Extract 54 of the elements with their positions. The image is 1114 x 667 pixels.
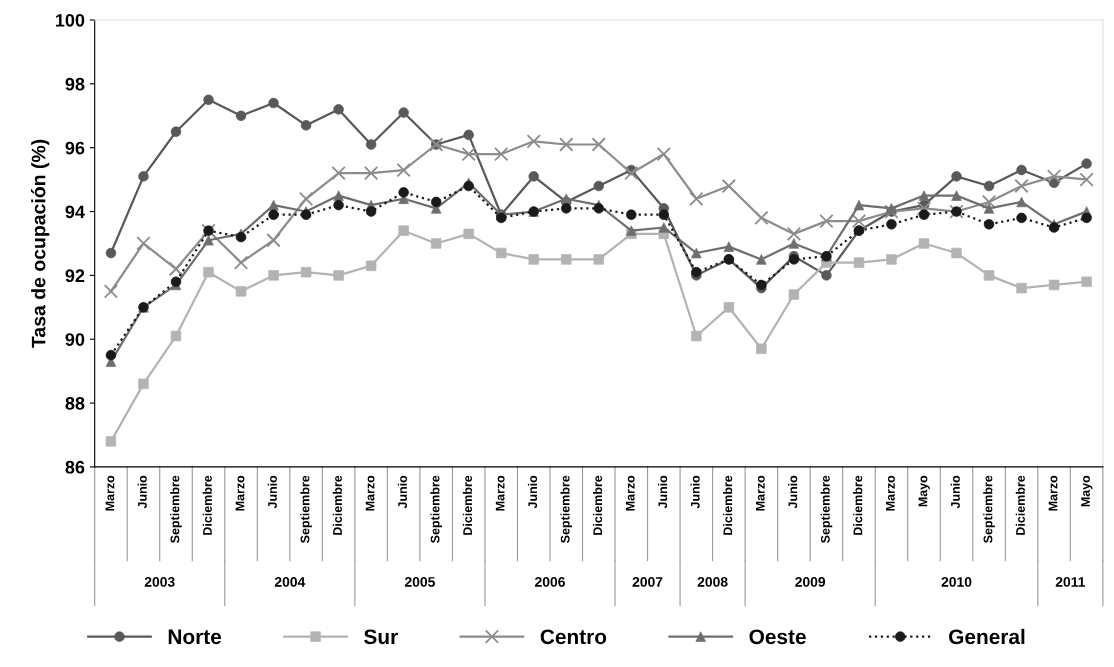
text: 2010 xyxy=(941,576,972,587)
x-tick-label: Junio xyxy=(950,475,960,509)
x-tick-label: Junio xyxy=(267,475,277,509)
legend-label: Oeste xyxy=(749,629,806,645)
x-tick-label: Marzo xyxy=(365,475,375,511)
x-tick-label: Marzo xyxy=(756,475,765,511)
x-tick-label: Septiembre xyxy=(983,475,995,543)
y-tick-label: 94 xyxy=(65,205,85,219)
x-tick-label: Diciembre xyxy=(332,475,342,535)
x-tick-label: Septiembre xyxy=(170,475,182,543)
x-tick-label: Junio xyxy=(788,475,798,509)
x-tick-label: Junio xyxy=(527,475,538,509)
x-tick-label: Diciembre xyxy=(202,475,212,535)
y-tick-label: 90 xyxy=(65,333,85,346)
x-tick-label: Mayo xyxy=(1081,475,1093,507)
x-tick-label: Marzo xyxy=(625,475,635,511)
x-tick-label: Septiembre xyxy=(430,475,442,543)
x-tick-label: Marzo xyxy=(105,475,115,511)
x-tick-label: Junio xyxy=(690,475,700,509)
x-tick-label: Septiembre xyxy=(820,475,833,543)
y-tick-label: 100 xyxy=(55,13,85,27)
x-tick-label: Mayo xyxy=(918,475,930,507)
text: 2006 xyxy=(535,576,565,587)
y-tick-label: 88 xyxy=(65,396,85,410)
x-tick-label: Septiembre xyxy=(300,475,312,543)
y-tick-label: 86 xyxy=(65,460,85,474)
x-tick-label: Diciembre xyxy=(853,475,863,535)
x-tick-label: Diciembre xyxy=(462,475,473,535)
legend-label: Sur xyxy=(364,629,398,645)
y-axis-title: Tasa de ocupación (%) xyxy=(30,139,50,348)
x-tick-label: Junio xyxy=(137,475,147,509)
text: 2003 xyxy=(144,576,175,587)
x-tick-label: Marzo xyxy=(235,475,245,511)
x-tick-label: Marzo xyxy=(1048,475,1058,511)
x-tick-label: Junio xyxy=(657,475,668,509)
text: 2011 xyxy=(1055,576,1086,587)
text: 2004 xyxy=(274,576,306,587)
text: 2008 xyxy=(697,576,728,587)
y-tick-label: 96 xyxy=(65,141,85,155)
y-tick-label: 92 xyxy=(65,269,85,283)
text: 2009 xyxy=(795,576,826,587)
x-tick-label: Marzo xyxy=(886,475,895,511)
y-tick-label: 98 xyxy=(65,77,85,91)
legend-label: General xyxy=(949,628,1025,645)
x-tick-label: Septiembre xyxy=(560,475,573,543)
legend-label: Centro xyxy=(540,629,607,645)
x-tick-label: Diciembre xyxy=(1015,475,1025,535)
text: 2005 xyxy=(404,576,435,587)
legend-label: Norte xyxy=(168,629,222,645)
text: 2007 xyxy=(632,576,663,587)
x-tick-label: Diciembre xyxy=(592,475,603,535)
x-tick-label: Marzo xyxy=(495,475,505,511)
x-tick-label: Junio xyxy=(397,475,407,509)
x-tick-label: Diciembre xyxy=(723,475,733,535)
